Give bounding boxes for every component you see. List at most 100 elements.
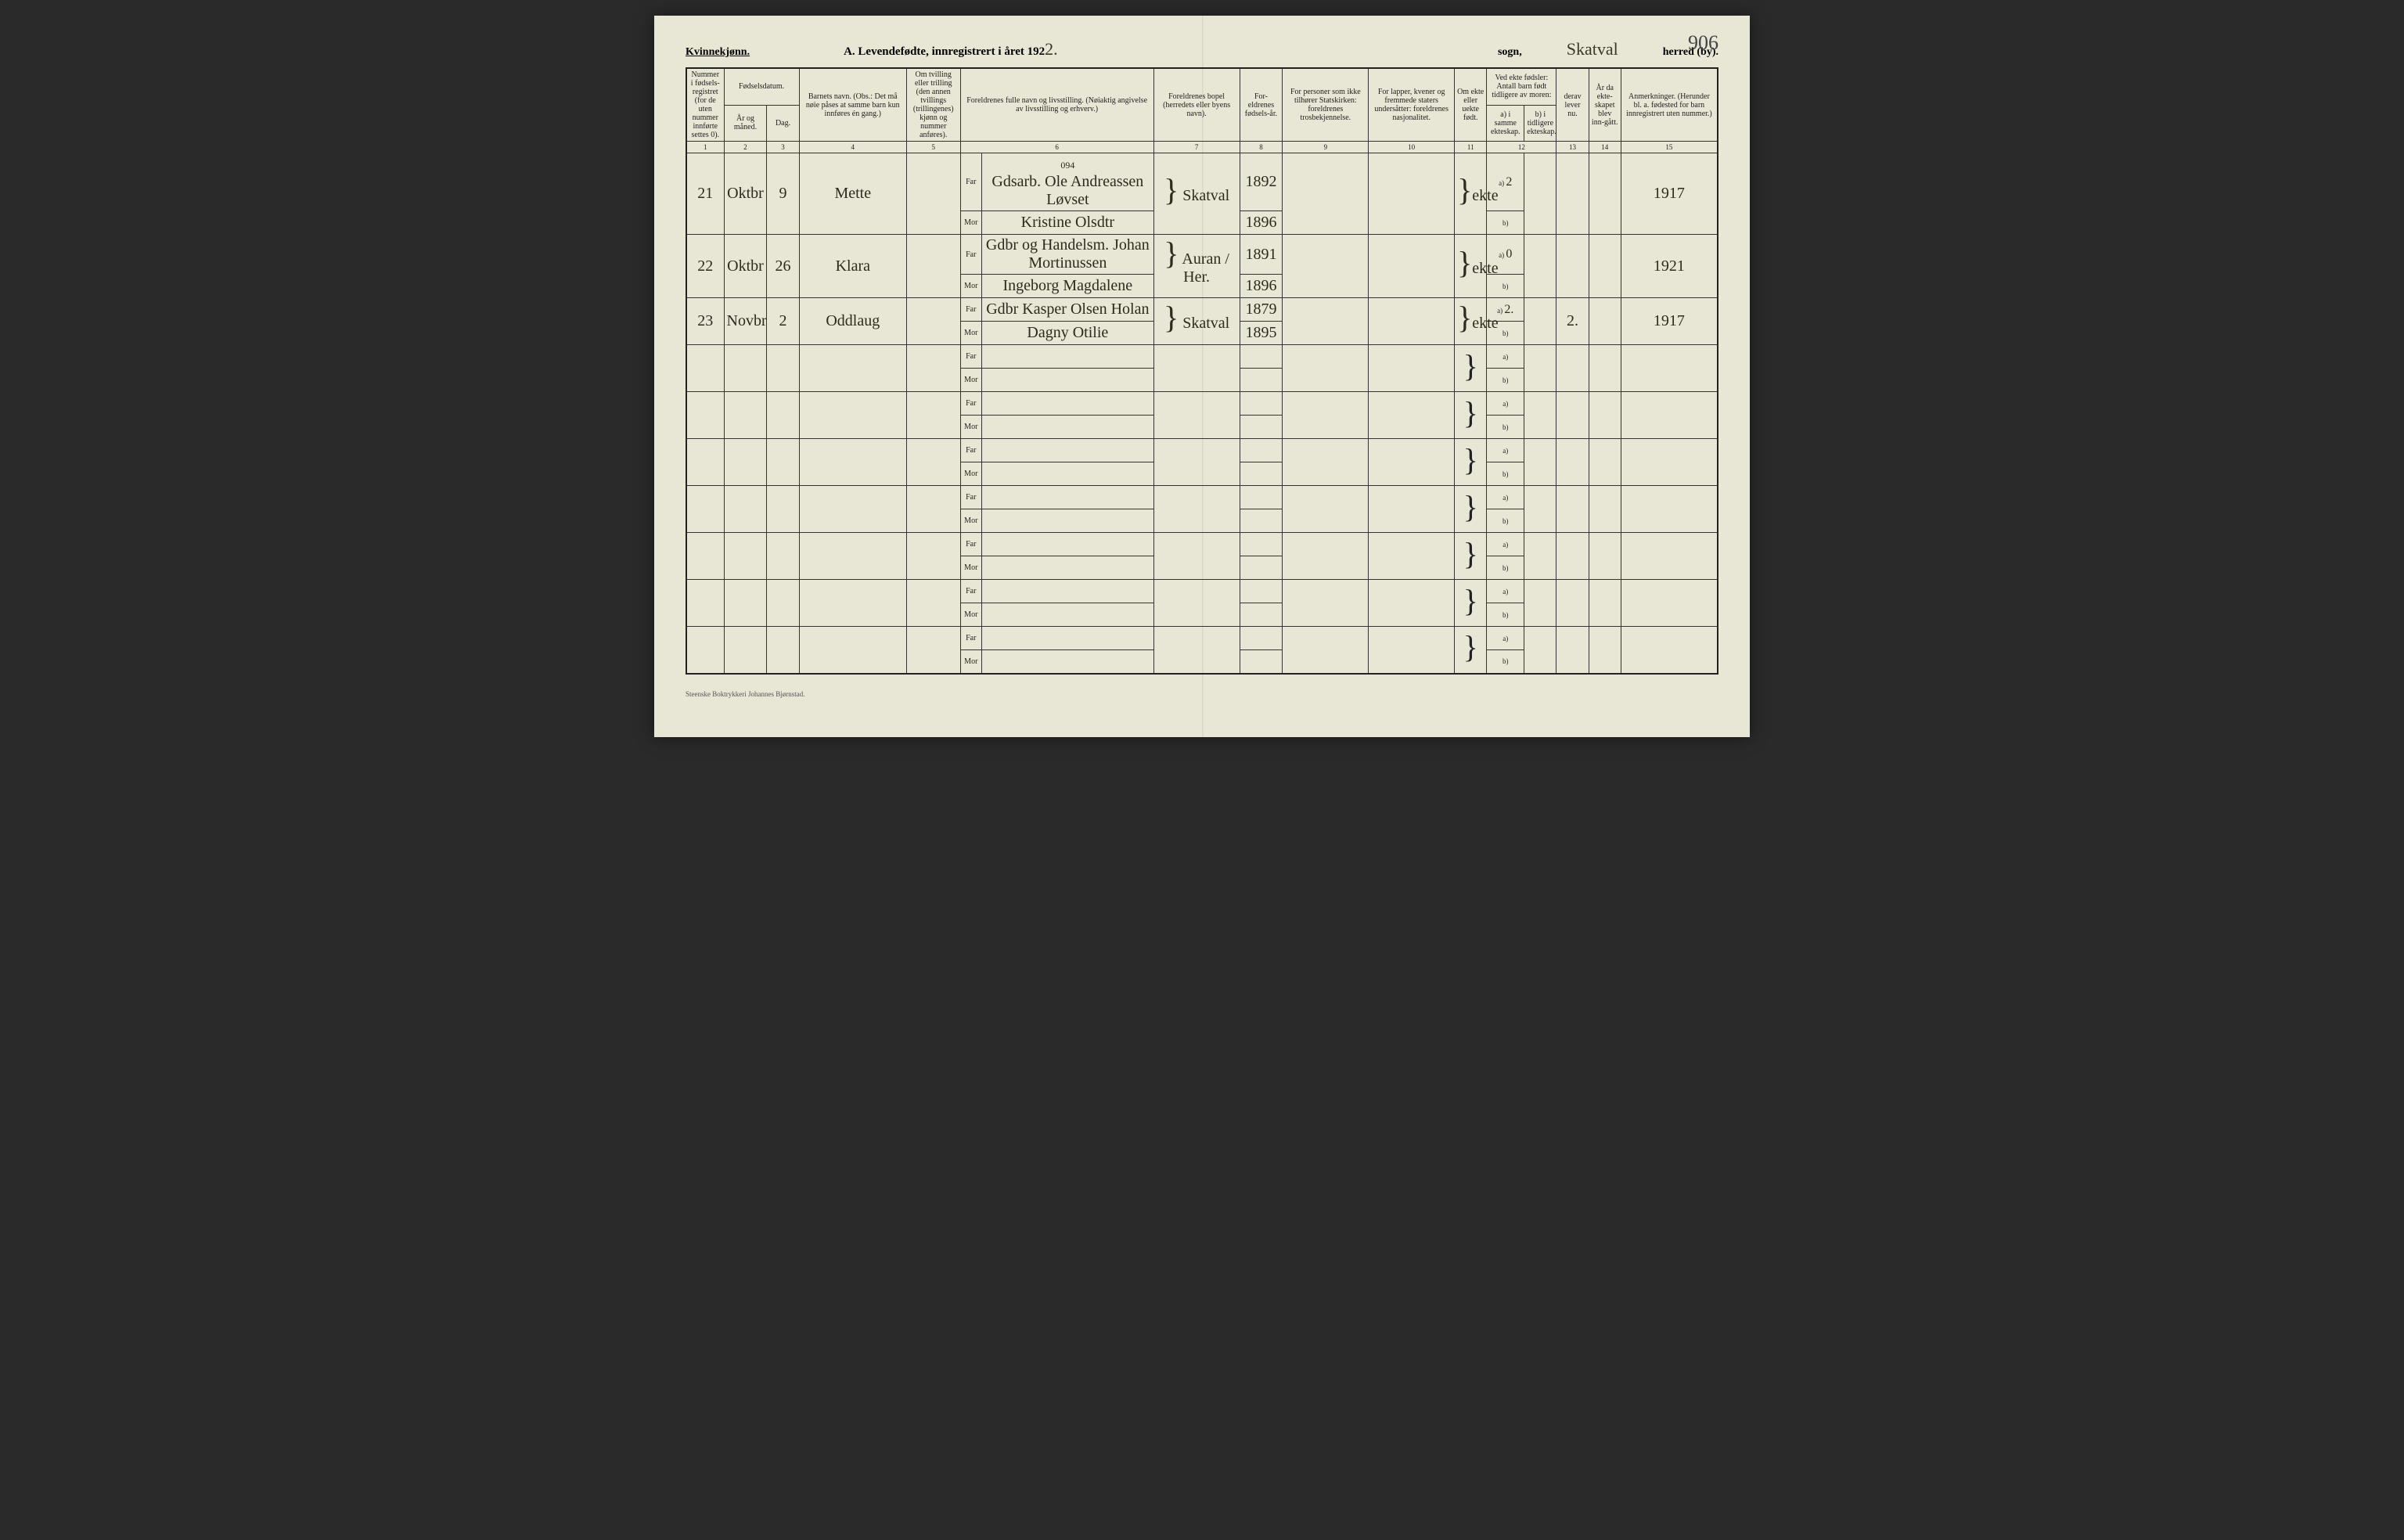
mor-label: Mor xyxy=(960,211,981,235)
entry-residence: } Auran / Her. xyxy=(1153,235,1240,298)
entry-prev-b xyxy=(1524,298,1556,345)
col5-header: Om tvilling eller trilling (den annen tv… xyxy=(906,68,960,142)
sogn-label: sogn, xyxy=(1498,46,1522,59)
entry-mother: Ingeborg Magdalene xyxy=(982,275,1154,298)
entry-child-name: Oddlaug xyxy=(799,298,906,345)
entry-month: Oktbr xyxy=(724,235,767,298)
entry-living: 2. xyxy=(1556,298,1589,345)
entry-living xyxy=(1556,153,1589,235)
mor-label: Mor xyxy=(960,369,981,392)
birth-register-table: Nummer i fødsels-registret (for de uten … xyxy=(686,67,1718,675)
colnum: 4 xyxy=(799,142,906,153)
entry-legitimate: }ekte xyxy=(1455,153,1487,235)
col2-group-header: Fødselsdatum. xyxy=(724,68,799,105)
entry-father-year: 1892 xyxy=(1240,153,1283,211)
a-label: a) xyxy=(1487,392,1524,416)
entry-mother: Dagny Otilie xyxy=(982,322,1154,345)
col7-header: Foreldrenes bopel (herredets eller byens… xyxy=(1153,68,1240,142)
colnum: 5 xyxy=(906,142,960,153)
mor-label: Mor xyxy=(960,416,981,439)
b-label: b) xyxy=(1487,509,1524,533)
col10-header: For lapper, kvener og fremmede staters u… xyxy=(1369,68,1455,142)
entry-living xyxy=(1556,235,1589,298)
b-label: b) xyxy=(1487,416,1524,439)
col14-header: År da ekte-skapet blev inn-gått. xyxy=(1589,68,1621,142)
far-label: Far xyxy=(960,486,981,509)
col3-header: Dag. xyxy=(767,105,799,141)
col2-header: År og måned. xyxy=(724,105,767,141)
entry-twin xyxy=(906,298,960,345)
entry-residence: } Skatval xyxy=(1153,153,1240,235)
entry-row-far: 23Novbr2OddlaugFarGdbr Kasper Olsen Hola… xyxy=(686,298,1718,322)
year-suffix: 2. xyxy=(1045,39,1058,59)
entry-marriage-year xyxy=(1589,153,1621,235)
far-label: Far xyxy=(960,153,981,211)
entry-twin xyxy=(906,153,960,235)
table-header: Nummer i fødsels-registret (for de uten … xyxy=(686,68,1718,153)
mor-label: Mor xyxy=(960,275,981,298)
blank-row-far: Far}a) xyxy=(686,580,1718,603)
a-label: a) xyxy=(1487,345,1524,369)
column-number-row: 1 2 3 4 5 6 7 8 9 10 11 12 13 14 15 xyxy=(686,142,1718,153)
printer-credit: Steenske Boktrykkeri Johannes Bjørnstad. xyxy=(686,690,1718,698)
col6-header: Foreldrenes fulle navn og livsstilling. … xyxy=(960,68,1153,142)
entry-prev-b xyxy=(1524,153,1556,235)
entry-prev-b xyxy=(1524,235,1556,298)
colnum: 6 xyxy=(960,142,1153,153)
far-label: Far xyxy=(960,580,981,603)
entry-number: 21 xyxy=(686,153,724,235)
entry-legitimate: }ekte xyxy=(1455,298,1487,345)
colnum: 3 xyxy=(767,142,799,153)
far-label: Far xyxy=(960,392,981,416)
gender-label: Kvinnekjønn. xyxy=(686,46,750,59)
entry-mother: Kristine Olsdtr xyxy=(982,211,1154,235)
far-label: Far xyxy=(960,235,981,275)
entry-child-name: Mette xyxy=(799,153,906,235)
col11-header: Om ekte eller uekte født. xyxy=(1455,68,1487,142)
blank-row-far: Far}a) xyxy=(686,627,1718,650)
a-label: a) xyxy=(1487,627,1524,650)
colnum: 15 xyxy=(1621,142,1718,153)
entry-remarks: 1921 xyxy=(1621,235,1718,298)
far-label: Far xyxy=(960,298,981,322)
entry-confession xyxy=(1283,153,1369,235)
a-label: a) xyxy=(1487,439,1524,462)
far-label: Far xyxy=(960,439,981,462)
entry-marriage-year xyxy=(1589,235,1621,298)
title-prefix: A. Levendefødte, innregistrert i året 19… xyxy=(844,45,1045,59)
colnum: 13 xyxy=(1556,142,1589,153)
entry-number: 23 xyxy=(686,298,724,345)
mor-label: Mor xyxy=(960,650,981,674)
b-label: b) xyxy=(1487,369,1524,392)
page-number: 906 xyxy=(1688,31,1718,55)
entry-month: Novbr xyxy=(724,298,767,345)
entry-day: 26 xyxy=(767,235,799,298)
colnum: 12 xyxy=(1487,142,1556,153)
entry-father-year: 1879 xyxy=(1240,298,1283,322)
colnum: 10 xyxy=(1369,142,1455,153)
entry-mother-year: 1895 xyxy=(1240,322,1283,345)
far-label: Far xyxy=(960,533,981,556)
colnum: 11 xyxy=(1455,142,1487,153)
table-body: 21Oktbr9MetteFar094Gdsarb. Ole Andreasse… xyxy=(686,153,1718,674)
mor-label: Mor xyxy=(960,462,981,486)
entry-remarks: 1917 xyxy=(1621,153,1718,235)
colnum: 8 xyxy=(1240,142,1283,153)
entry-remarks: 1917 xyxy=(1621,298,1718,345)
entry-row-far: 22Oktbr26KlaraFarGdbr og Handelsm. Johan… xyxy=(686,235,1718,275)
mor-label: Mor xyxy=(960,556,981,580)
colnum: 2 xyxy=(724,142,767,153)
col12b-header: b) i tidligere ekteskap. xyxy=(1524,105,1556,141)
entry-day: 9 xyxy=(767,153,799,235)
blank-row-far: Far}a) xyxy=(686,439,1718,462)
entry-twin xyxy=(906,235,960,298)
entry-confession xyxy=(1283,298,1369,345)
entry-confession xyxy=(1283,235,1369,298)
col9-header: For personer som ikke tilhører Statskirk… xyxy=(1283,68,1369,142)
col13-header: derav lever nu. xyxy=(1556,68,1589,142)
a-label: a) xyxy=(1487,486,1524,509)
b-label: b) xyxy=(1487,650,1524,674)
entry-nationality xyxy=(1369,153,1455,235)
col1-header: Nummer i fødsels-registret (for de uten … xyxy=(686,68,724,142)
blank-row-far: Far}a) xyxy=(686,533,1718,556)
